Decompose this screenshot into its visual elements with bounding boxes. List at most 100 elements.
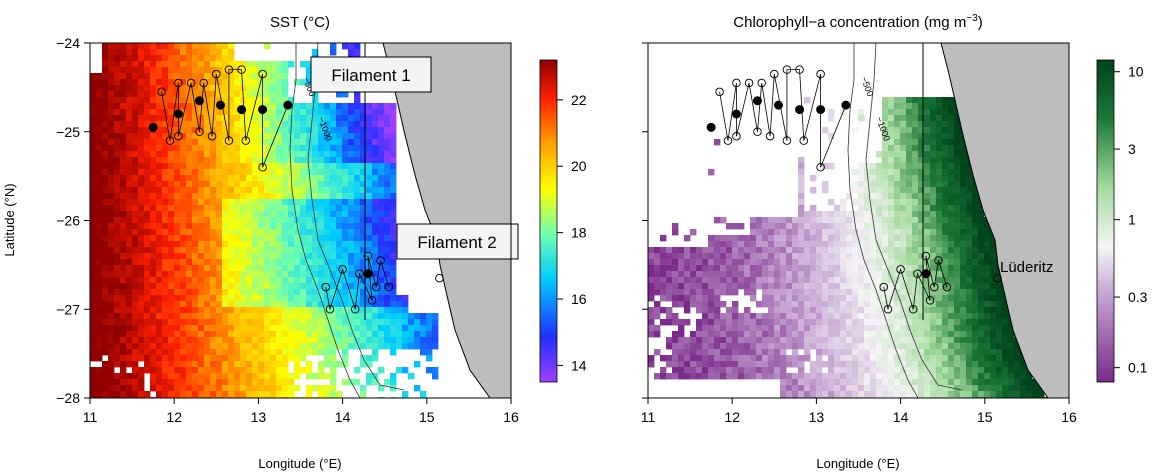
chl-cell [882,325,888,331]
sst-cell [162,325,168,331]
sst-cell [150,325,156,331]
chl-cell [852,313,858,319]
sst-cell [294,325,300,331]
sst-cell [354,115,360,121]
sst-cell [282,289,288,295]
chl-cell [954,235,960,241]
sst-cell [246,199,252,205]
sst-cell [288,205,294,211]
sst-cell [396,313,402,319]
sst-cell [258,61,264,67]
sst-cell [210,295,216,301]
chl-cell [798,163,804,169]
sst-cell [192,337,198,343]
sst-cell [276,145,282,151]
sst-cell [198,181,204,187]
chl-cell [726,337,732,343]
sst-cell [258,217,264,223]
sst-cell [240,115,246,121]
sst-cell [96,163,102,169]
chl-cell [876,343,882,349]
sst-cell [246,91,252,97]
chl-cell [894,379,900,385]
sst-cell [246,283,252,289]
chl-cell [756,229,762,235]
chl-cell [966,223,972,229]
sst-cell [276,91,282,97]
sst-cell [342,151,348,157]
chl-cell [798,253,804,259]
chl-cell [816,355,822,361]
sst-cell [90,355,96,361]
chl-cell [906,157,912,163]
chl-cell [978,247,984,253]
chl-cell [810,247,816,253]
sst-cell [216,307,222,313]
chl-cell [966,265,972,271]
sst-cell [198,211,204,217]
sst-cell [216,163,222,169]
chl-cell [864,367,870,373]
sst-cell [210,181,216,187]
chl-cell [1002,349,1008,355]
sst-cell [144,223,150,229]
sst-cell [276,253,282,259]
sst-cell [228,193,234,199]
chl-cell [954,349,960,355]
sst-cell [300,103,306,109]
chl-cell [672,259,678,265]
sst-cell [294,79,300,85]
chl-cell [948,145,954,151]
sst-cell [114,259,120,265]
sst-cell [318,103,324,109]
chl-cell [744,259,750,265]
sst-cell [234,187,240,193]
sst-cell [138,175,144,181]
chl-cell [948,349,954,355]
chl-cell [924,241,930,247]
sst-cell [318,163,324,169]
sst-cell [264,211,270,217]
sst-cell [234,193,240,199]
sst-cell [198,283,204,289]
sst-cell [156,259,162,265]
chl-cell [888,343,894,349]
chl-cell [948,253,954,259]
sst-cell [204,343,210,349]
sst-cell [318,157,324,163]
sst-cell [132,79,138,85]
sst-cell [222,49,228,55]
chl-cell [792,391,798,397]
sst-cell [174,61,180,67]
sst-cell [222,307,228,313]
chl-cell [858,217,864,223]
sst-cell [432,313,438,319]
chl-cell [978,223,984,229]
chl-cell [792,265,798,271]
chl-cell [750,319,756,325]
chl-cell [792,223,798,229]
sst-cell [384,253,390,259]
sst-cell [372,319,378,325]
sst-cell [204,289,210,295]
sst-cell [210,241,216,247]
chl-cell [990,385,996,391]
sst-cell [402,337,408,343]
sst-cell [240,313,246,319]
sst-cell [336,103,342,109]
sst-cell [186,109,192,115]
sst-cell [270,343,276,349]
chl-cell [924,223,930,229]
chl-cell [726,313,732,319]
sst-cell [378,367,384,373]
sst-cell [132,91,138,97]
chl-cell [666,361,672,367]
chl-cell [966,295,972,301]
sst-cell [180,343,186,349]
sst-cell [348,313,354,319]
chl-cell [978,391,984,397]
chl-cell [912,367,918,373]
chl-cell [738,331,744,337]
sst-cell [120,61,126,67]
chl-cell [924,331,930,337]
